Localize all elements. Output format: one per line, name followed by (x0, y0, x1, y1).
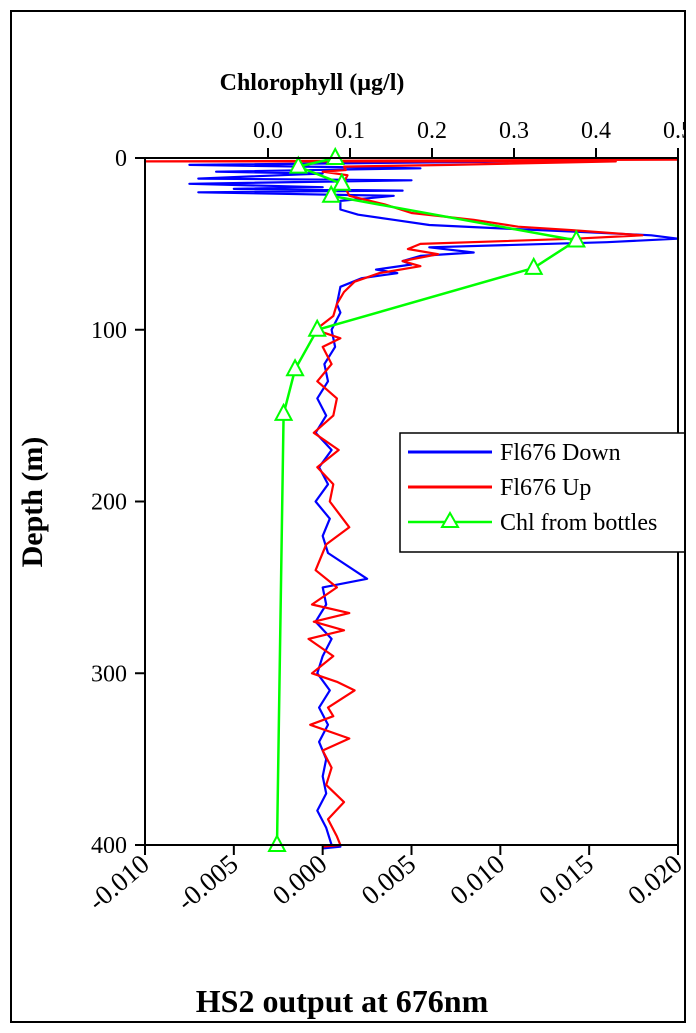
bottom-tick-label: -0.005 (171, 849, 244, 917)
bottle-point-9 (267, 833, 287, 852)
bottom-tick-label: 0.015 (533, 849, 599, 911)
series-line-chl-from-bottles (275, 156, 578, 846)
y-axis-title: Depth (m) (16, 437, 49, 568)
bottle-point-1 (288, 155, 309, 174)
bottom-tick-label: 0.000 (267, 849, 333, 911)
chart-plot: Chlorophyll (µg/l) Depth (m) HS2 output … (16, 70, 686, 1019)
bottle-point-2 (332, 172, 352, 191)
bottle-point-8 (273, 402, 294, 421)
bottle-point-6 (307, 318, 327, 337)
bottom-tick-label: 0.020 (622, 849, 686, 911)
y-tick-label: 400 (91, 833, 127, 859)
top-tick-label: 0.2 (417, 118, 447, 144)
top-tick-label: 0.1 (335, 118, 365, 144)
y-tick-label: 0 (115, 146, 127, 172)
y-tick-label: 200 (91, 490, 127, 516)
series-line-fl676-up (143, 158, 679, 848)
bottle-point-5 (524, 256, 544, 275)
legend-label-down: Fl676 Down (500, 440, 621, 466)
bottom-axis-title: HS2 output at 676nm (196, 983, 489, 1019)
top-tick-label: 0.4 (581, 118, 611, 144)
legend: Fl676 Down Fl676 Up Chl from bottles (399, 432, 684, 553)
top-tick-label: 0.3 (499, 118, 529, 144)
bottle-point-3 (321, 184, 341, 203)
legend-marker-bottles (440, 510, 460, 528)
series-layer (143, 146, 680, 852)
legend-label-bottles: Chl from bottles (500, 510, 657, 536)
top-tick-label: 0.5 (663, 118, 686, 144)
bottom-tick-label: 0.010 (444, 849, 510, 911)
bottom-tick-label: 0.005 (356, 849, 422, 911)
bottle-point-4 (566, 229, 586, 248)
legend-label-up: Fl676 Up (500, 475, 591, 501)
top-axis-title: Chlorophyll (µg/l) (220, 70, 405, 96)
bottle-point-7 (285, 358, 305, 377)
chart-frame: Chlorophyll (µg/l) Depth (m) HS2 output … (10, 10, 686, 1023)
y-tick-label: 300 (91, 661, 127, 687)
top-tick-label: 0.0 (253, 118, 283, 144)
bottle-point-0 (325, 146, 345, 165)
y-tick-label: 100 (91, 318, 127, 344)
